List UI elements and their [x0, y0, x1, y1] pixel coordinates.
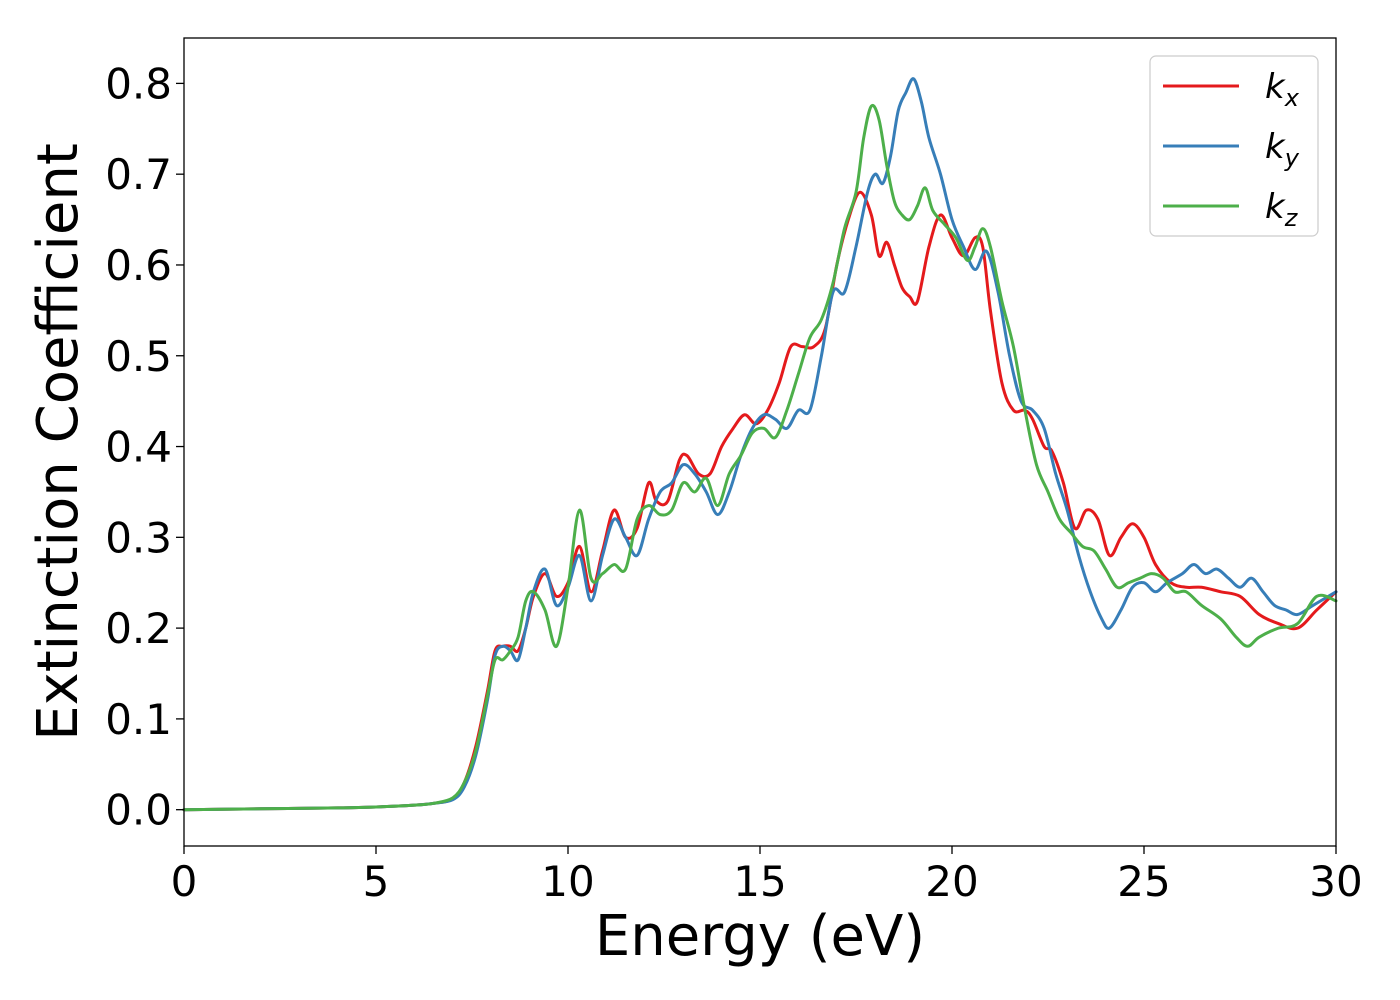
y-axis-title: Extinction Coefficient	[26, 143, 91, 741]
y-tick-label: 0.6	[105, 241, 172, 290]
x-tick-label: 10	[541, 857, 594, 906]
y-tick-label: 0.2	[105, 604, 172, 653]
y-tick-label: 0.7	[105, 150, 172, 199]
x-axis: 0 5 10 15 20 25 30	[171, 846, 1363, 906]
x-tick-label: 15	[733, 857, 786, 906]
x-tick-label: 5	[363, 857, 390, 906]
y-tick-label: 0.8	[105, 59, 172, 108]
y-tick-label: 0.3	[105, 513, 172, 562]
series-layer	[182, 77, 1338, 812]
x-tick-label: 25	[1117, 857, 1170, 906]
x-tick-label: 30	[1309, 857, 1362, 906]
y-axis: 0.0 0.1 0.2 0.3 0.4 0.5 0.6 0.7 0.8	[105, 59, 184, 835]
y-tick-label: 0.1	[105, 695, 172, 744]
y-tick-label: 0.0	[105, 786, 172, 835]
x-tick-label: 20	[925, 857, 978, 906]
series-line-kx	[182, 190, 1338, 812]
y-tick-label: 0.5	[105, 332, 172, 381]
series-line-ky	[182, 77, 1338, 812]
series-line-kz	[182, 103, 1338, 812]
x-axis-title: Energy (eV)	[595, 904, 925, 969]
y-tick-label: 0.4	[105, 423, 172, 472]
x-tick-label: 0	[171, 857, 198, 906]
